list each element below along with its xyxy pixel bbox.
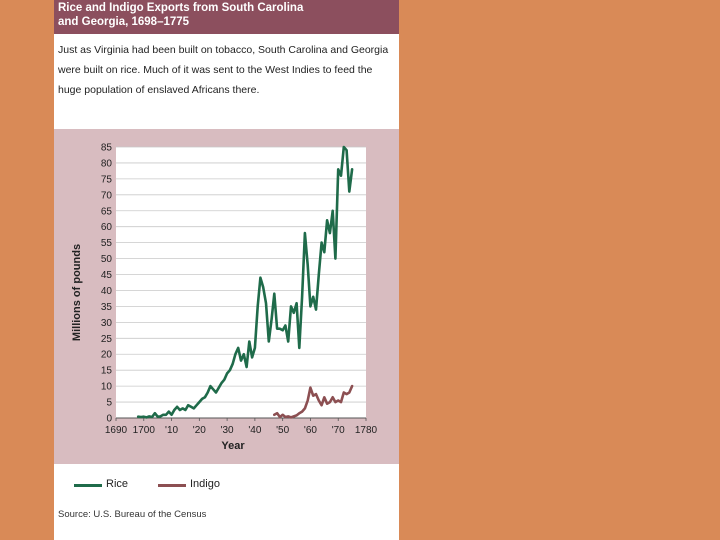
legend-swatch-rice	[74, 484, 102, 487]
x-tick-label: '20	[193, 425, 206, 436]
x-tick-label: '70	[332, 425, 345, 436]
x-tick-label: 1690	[105, 425, 128, 436]
y-tick-label: 0	[106, 414, 112, 425]
y-tick-label: 70	[101, 190, 113, 201]
y-tick-label: 55	[101, 238, 113, 249]
x-tick-label: '60	[304, 425, 317, 436]
y-tick-label: 80	[101, 158, 113, 169]
y-tick-label: 75	[101, 174, 113, 185]
chart-title-line-2: and Georgia, 1698–1775	[58, 16, 190, 28]
chart-title-line-1: Rice and Indigo Exports from South Carol…	[58, 2, 304, 14]
chart-area: 0 5 10 15 20 25 30 35 40 45 50 55 60 65 70 75 80 85 1690 17…	[54, 129, 399, 464]
y-tick-label: 10	[101, 382, 113, 393]
x-axis-label: Year	[221, 440, 245, 452]
x-tick-label: '50	[276, 425, 289, 436]
chart-title: Rice and Indigo Exports from South Carol…	[54, 0, 399, 34]
source-note: Source: U.S. Bureau of the Census	[58, 509, 207, 520]
y-tick-label: 45	[101, 270, 113, 281]
y-tick-label: 25	[101, 334, 113, 345]
plot-background	[116, 147, 366, 418]
y-tick-label: 60	[101, 222, 113, 233]
x-tick-label: 1700	[133, 425, 156, 436]
y-tick-label: 50	[101, 254, 113, 265]
y-tick-label: 5	[106, 398, 112, 409]
y-tick-label: 30	[101, 318, 113, 329]
x-tick-label: '10	[165, 425, 178, 436]
intro-paragraph: Just as Virginia had been built on tobac…	[58, 44, 389, 96]
series-line-indigo	[273, 384, 354, 419]
series-line-rice	[136, 145, 354, 419]
line-chart: 0 5 10 15 20 25 30 35 40 45 50 55 60 65 70 75 80 85 1690 17…	[71, 143, 378, 453]
y-tick-label: 35	[101, 302, 113, 313]
legend-label-indigo: Indigo	[190, 478, 220, 490]
x-tick-label: '40	[248, 425, 261, 436]
y-tick-label: 40	[101, 286, 113, 297]
y-tick-label: 20	[101, 350, 113, 361]
x-tick-label: '30	[221, 425, 234, 436]
y-tick-label: 65	[101, 206, 113, 217]
chart-panel: Rice and Indigo Exports from South Carol…	[54, 0, 399, 540]
y-tick-label: 15	[101, 366, 113, 377]
y-tick-label: 85	[101, 143, 113, 154]
legend-label-rice: Rice	[106, 478, 129, 490]
y-axis-label: Millions of pounds	[71, 244, 83, 341]
legend: Rice Indigo	[54, 464, 399, 504]
legend-swatch-indigo	[158, 484, 186, 487]
x-tick-label: 1780	[355, 425, 378, 436]
